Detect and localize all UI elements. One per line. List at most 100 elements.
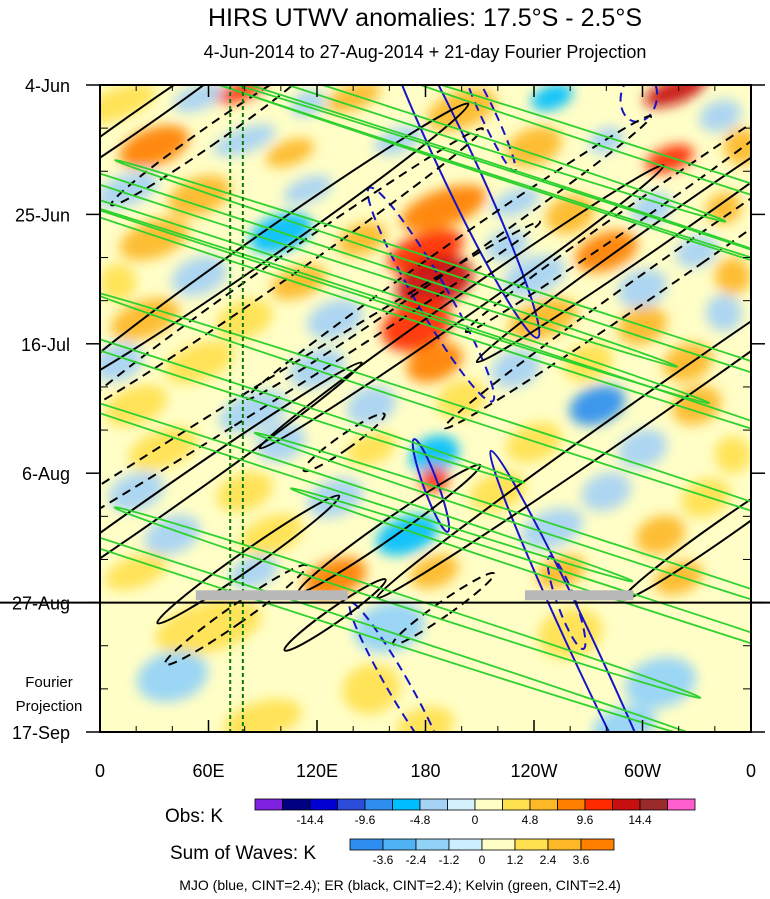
x-tick-label: 120W	[510, 761, 557, 781]
anomaly-blob	[663, 342, 713, 382]
anomaly-blob	[635, 515, 686, 555]
anomaly-blob	[723, 128, 751, 166]
colorbar-swatch	[612, 798, 641, 811]
anomaly-blob	[575, 230, 638, 273]
anomaly-blob	[307, 477, 363, 518]
anomaly-blob	[219, 390, 289, 433]
anomaly-blob	[420, 466, 449, 492]
colorbar-swatch	[448, 838, 483, 851]
anomaly-blob	[491, 187, 541, 217]
anomaly-blob	[506, 126, 562, 167]
colorbar-swatch	[282, 798, 311, 811]
anomaly-blob	[164, 340, 235, 384]
colorbar-label: 4.8	[522, 813, 539, 827]
anomaly-blob	[545, 194, 595, 234]
anomaly-blob	[714, 436, 751, 474]
colorbar-swatch	[419, 798, 448, 811]
anomaly-blob	[100, 85, 156, 124]
colorbar-label: -1.2	[439, 853, 460, 867]
kelvin-contour	[100, 253, 525, 484]
kelvin-contour	[114, 159, 751, 504]
anomaly-blob	[229, 554, 279, 589]
anomaly-blob	[705, 294, 743, 332]
colorbar-swatch	[447, 798, 476, 811]
obs-colorbar-title: Obs: K	[165, 806, 223, 827]
colorbar-swatch	[415, 838, 450, 851]
hovmoller-plot	[100, 85, 751, 732]
er-contour	[475, 85, 751, 364]
er-contour	[258, 164, 665, 450]
anomaly-blob	[119, 217, 189, 261]
anomaly-blob	[581, 472, 631, 512]
kelvin-contour	[177, 85, 751, 337]
x-tick-label: 60E	[192, 761, 224, 781]
mjo-contour	[460, 85, 517, 173]
missing-data-bar	[195, 590, 348, 601]
mjo-contour	[348, 601, 445, 732]
er-contour	[100, 220, 542, 615]
y-tick-label: 25-Jun	[15, 205, 70, 225]
colorbar-label: 0	[472, 813, 479, 827]
colorbar-label: 0	[479, 853, 486, 867]
kelvin-contour	[100, 85, 727, 223]
er-contour	[110, 85, 315, 207]
colorbar-label: -4.8	[410, 813, 431, 827]
colorbar-swatch	[580, 838, 615, 851]
mjo-contour	[368, 85, 541, 339]
colorbar-swatch	[364, 798, 393, 811]
colorbar-label: 2.4	[540, 853, 557, 867]
anomaly-blob	[699, 99, 742, 133]
anomaly-blob	[644, 85, 706, 108]
kelvin-contour	[100, 85, 751, 313]
waves-colorbar-title: Sum of Waves: K	[170, 843, 316, 864]
anomaly-blob	[617, 268, 668, 308]
er-contour	[283, 578, 387, 652]
colorbar-label: -9.6	[355, 813, 376, 827]
anomaly-blob	[617, 429, 668, 468]
colorbar-label: 3.6	[573, 853, 590, 867]
anomaly-blob	[346, 386, 396, 425]
kelvin-contour	[100, 135, 711, 405]
anomaly-blob	[437, 379, 487, 419]
kelvin-contour	[100, 351, 634, 583]
x-tick-label: 0	[746, 761, 756, 781]
kelvin-contour	[253, 431, 751, 663]
y-tick-label: 4-Jun	[25, 76, 70, 96]
anomaly-blob	[104, 384, 168, 427]
x-tick-label: 0	[95, 761, 105, 781]
kelvin-contours	[100, 85, 751, 732]
anomaly-blob	[240, 514, 304, 556]
anomaly-blob	[681, 478, 731, 518]
anomaly-blob	[100, 263, 137, 301]
colorbar-label: -14.4	[296, 813, 324, 827]
anomaly-blob	[337, 222, 387, 256]
anomaly-blob	[506, 422, 562, 463]
anomaly-blob	[569, 385, 626, 426]
mjo-contour	[411, 438, 451, 533]
kelvin-contour	[100, 289, 751, 559]
missing-data-bar	[524, 590, 634, 601]
forecast-label-line1: Fourier	[25, 674, 73, 691]
anomaly-blob	[105, 553, 168, 591]
anomaly-blob	[325, 85, 381, 113]
anomaly-blob	[714, 257, 751, 295]
forecast-label-line2: Projection	[16, 698, 83, 715]
er-contour	[100, 127, 484, 413]
x-tick-label: 120E	[296, 761, 338, 781]
x-tick-label: 60W	[624, 761, 661, 781]
colorbar-swatch	[309, 798, 338, 811]
colorbar-swatch	[474, 798, 503, 811]
anomaly-blob	[531, 85, 573, 112]
colorbar-swatch	[254, 798, 283, 811]
anomaly-blob	[630, 191, 673, 225]
colorbar-swatch	[529, 798, 558, 811]
y-tick-label: 17-Sep	[12, 723, 70, 743]
anomaly-blob	[342, 663, 400, 714]
colorbar-label: -3.6	[373, 853, 394, 867]
er-contour	[302, 412, 386, 473]
chart-subtitle: 4-Jun-2014 to 27-Aug-2014 + 21-day Fouri…	[204, 42, 647, 62]
colorbar-swatch	[667, 798, 696, 811]
mjo-contours	[348, 85, 681, 732]
